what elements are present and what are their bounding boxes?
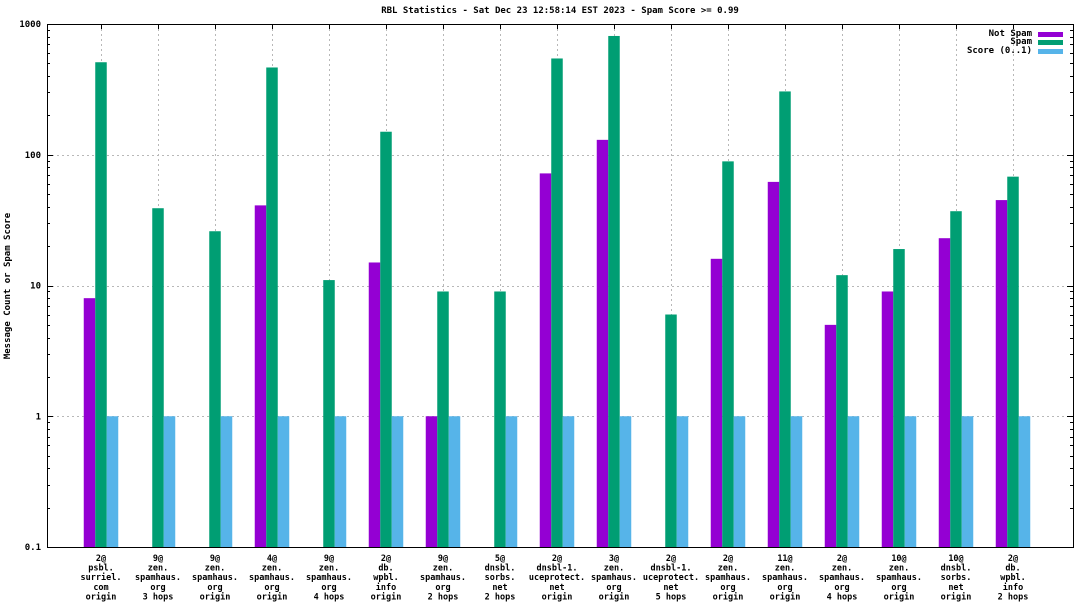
score-0-1-bar-9 (619, 416, 632, 547)
y-tick-label-0.1: 0.1 (25, 543, 41, 553)
score-0-1-bar-1 (163, 416, 176, 547)
score-0-1-bar-13 (847, 416, 860, 547)
spam-bar-11 (722, 161, 734, 547)
x-label-0: 2@ psbl. surriel. com origin (81, 554, 122, 602)
chart-title: RBL Statistics - Sat Dec 23 12:58:14 EST… (381, 6, 739, 16)
x-label-6: 9@ zen. spamhaus. org 2 hops (420, 554, 466, 602)
x-label-11: 2@ zen. spamhaus. org origin (705, 554, 751, 602)
y-tick-label-1: 1 (36, 412, 41, 422)
x-label-16: 2@ db. wpbl. info 2 hops (998, 554, 1029, 602)
spam-bar-9 (608, 35, 620, 547)
legend: Not Spam Spam Score (0..1) (966, 28, 1063, 56)
legend-swatch-score-icon (1038, 48, 1063, 54)
x-label-12: 11@ zen. spamhaus. org origin (762, 554, 808, 602)
score-0-1-bar-10 (676, 416, 689, 547)
legend-swatch-spam-icon (1038, 40, 1063, 46)
spam-bar-7 (494, 291, 506, 547)
not-spam-bar-12 (767, 181, 780, 547)
spam-bar-2 (209, 231, 221, 548)
spam-bar-12 (779, 91, 791, 548)
score-0-1-bar-3 (277, 416, 290, 547)
y-ticks (47, 24, 1073, 548)
not-spam-bar-11 (710, 258, 723, 547)
legend-label-score: Score (0..1) (966, 45, 1032, 56)
bars (83, 35, 1031, 548)
not-spam-bar-6 (425, 416, 438, 547)
score-0-1-bar-4 (334, 416, 347, 547)
x-label-5: 2@ db. wpbl. info origin (371, 554, 402, 602)
y-tick-labels: 1000 100 10 1 0.1 (19, 20, 41, 553)
score-0-1-bar-11 (733, 416, 746, 547)
x-ticks-top (101, 24, 1014, 29)
not-spam-bar-14 (881, 291, 894, 547)
spam-bar-3 (266, 67, 278, 547)
x-label-14: 10@ zen. spamhaus. org origin (876, 554, 922, 602)
spam-bar-6 (437, 291, 449, 547)
spam-bar-13 (836, 275, 848, 547)
x-label-4: 9@ zen. spamhaus. org 4 hops (306, 554, 352, 602)
not-spam-bar-0 (83, 298, 96, 547)
x-label-1: 9@ zen. spamhaus. org 3 hops (135, 554, 181, 602)
y-tick-label-10: 10 (30, 282, 41, 292)
not-spam-bar-3 (254, 205, 267, 547)
x-label-15: 10@ dnsbl. sorbs. net origin (941, 554, 972, 602)
spam-bar-14 (893, 249, 905, 548)
legend-label-spam: Spam (1010, 37, 1032, 48)
spam-bar-16 (1007, 176, 1019, 547)
y-tick-label-100: 100 (25, 151, 41, 161)
spam-bar-15 (950, 211, 962, 547)
x-label-8: 2@ dnsbl-1. uceprotect. net origin (529, 554, 585, 602)
spam-bar-8 (551, 58, 563, 547)
y-tick-label-1000: 1000 (19, 20, 41, 30)
spam-bar-5 (380, 131, 392, 548)
x-label-3: 4@ zen. spamhaus. org origin (249, 554, 295, 602)
x-label-10: 2@ dnsbl-1. uceprotect. net 5 hops (643, 554, 699, 602)
legend-item-score: Score (0..1) (966, 45, 1063, 56)
score-0-1-bar-6 (448, 416, 461, 547)
spam-bar-4 (323, 280, 335, 547)
spam-bar-1 (152, 208, 164, 547)
legend-label-not-spam: Not Spam (988, 28, 1032, 39)
score-0-1-bar-7 (505, 416, 518, 547)
x-label-9: 3@ zen. spamhaus. org origin (591, 554, 637, 602)
spam-bar-0 (95, 62, 107, 548)
legend-swatch-not-spam-icon (1038, 31, 1063, 37)
legend-item-spam: Spam (967, 37, 1063, 48)
spam-bar-10 (665, 314, 677, 547)
legend-item-not-spam: Not Spam (967, 28, 1063, 39)
score-0-1-bar-16 (1018, 416, 1031, 547)
not-spam-bar-16 (995, 200, 1008, 547)
x-category-labels: 2@ psbl. surriel. com origin 9@ zen. spamhaus. o… (81, 554, 1029, 602)
not-spam-bar-15 (938, 238, 951, 547)
not-spam-bar-13 (824, 324, 837, 547)
score-0-1-bar-8 (562, 416, 575, 547)
score-0-1-bar-2 (220, 416, 233, 547)
not-spam-bar-9 (596, 139, 609, 547)
not-spam-bar-5 (368, 262, 381, 547)
not-spam-bar-8 (539, 173, 552, 547)
score-0-1-bar-12 (790, 416, 803, 547)
score-0-1-bar-15 (961, 416, 974, 547)
score-0-1-bar-0 (106, 416, 119, 547)
x-label-7: 5@ dnsbl. sorbs. net 2 hops (485, 554, 516, 602)
x-label-13: 2@ zen. spamhaus. org 4 hops (819, 554, 865, 602)
score-0-1-bar-5 (391, 416, 404, 547)
score-0-1-bar-14 (904, 416, 917, 547)
x-label-2: 9@ zen. spamhaus. org origin (192, 554, 238, 602)
